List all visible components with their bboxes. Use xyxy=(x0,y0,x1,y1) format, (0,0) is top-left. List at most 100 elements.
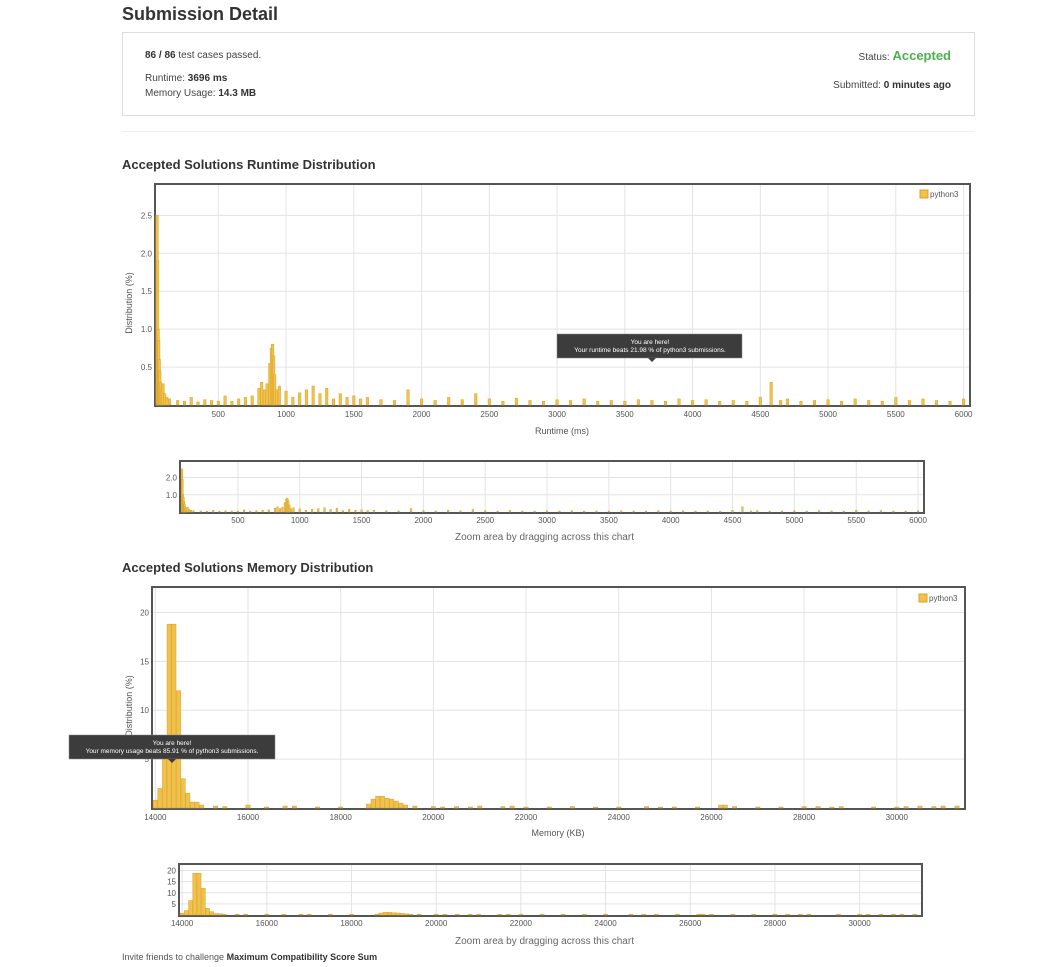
x-tick-label: 1000 xyxy=(277,410,295,419)
histogram-bar xyxy=(669,510,672,513)
legend-swatch-icon xyxy=(918,593,928,603)
memory-legend[interactable]: python3 xyxy=(918,593,958,603)
histogram-bar xyxy=(374,913,380,916)
histogram-bar xyxy=(962,398,966,406)
histogram-bar xyxy=(682,510,685,513)
x-tick-label: 26000 xyxy=(679,919,702,928)
histogram-bar xyxy=(375,796,381,809)
histogram-bar xyxy=(255,510,258,513)
histogram-bar xyxy=(778,806,784,809)
status-accepted-badge: Accepted xyxy=(892,48,951,63)
histogram-bar xyxy=(278,508,281,513)
memory-nav-x-axis: 14000 16000 18000 20000 22000 24000 26000 28000… xyxy=(171,919,871,928)
histogram-bar xyxy=(467,913,473,916)
histogram-bar xyxy=(892,510,895,513)
histogram-bar xyxy=(397,510,400,513)
histogram-bar xyxy=(595,510,598,513)
runtime-distribution-chart[interactable]: 500 1000 1500 2000 2500 3000 3500 4000 4500 5000 5… xyxy=(120,180,980,440)
memory-zoom-hint: Zoom area by dragging across this chart xyxy=(455,936,634,947)
histogram-bar xyxy=(192,510,195,513)
histogram-bar xyxy=(826,399,830,406)
histogram-bar xyxy=(182,400,186,406)
histogram-bar xyxy=(205,510,209,513)
histogram-bar xyxy=(785,398,789,406)
histogram-bar xyxy=(582,398,586,406)
histogram-bar xyxy=(650,400,654,406)
x-tick-label: 30000 xyxy=(848,919,871,928)
histogram-bar xyxy=(654,913,659,916)
runtime-zoom-navigator[interactable]: 500 1000 1500 2000 2500 3000 3500 4000 4500 5000 5… xyxy=(150,458,950,530)
histogram-bar xyxy=(755,806,761,809)
histogram-bar xyxy=(276,506,279,513)
memory-distribution-chart[interactable]: 14000 16000 18000 20000 22000 24000 26000 28000… xyxy=(120,583,980,845)
x-tick-label: 4500 xyxy=(724,516,742,525)
histogram-bar xyxy=(298,913,303,916)
x-tick-label: 20000 xyxy=(422,813,445,822)
histogram-bar xyxy=(750,510,753,513)
histogram-bar xyxy=(523,806,529,809)
histogram-bar xyxy=(675,913,680,916)
x-tick-label: 5000 xyxy=(785,516,803,525)
histogram-bar xyxy=(379,399,383,406)
histogram-bar xyxy=(931,806,937,809)
runtime-legend[interactable]: python3 xyxy=(919,189,959,199)
histogram-bar xyxy=(389,798,395,809)
histogram-bar xyxy=(793,510,796,513)
test-cases-line: 86 / 86 test cases passed. xyxy=(145,50,261,61)
y-tick-label: 20 xyxy=(167,867,176,876)
memory-legend-label: python3 xyxy=(929,594,958,603)
histogram-bar xyxy=(189,397,193,406)
histogram-bar xyxy=(880,400,884,406)
x-tick-label: 16000 xyxy=(256,919,279,928)
x-tick-label: 4000 xyxy=(684,410,702,419)
histogram-bar xyxy=(203,399,207,406)
y-tick-label: 15 xyxy=(140,657,149,666)
histogram-bar xyxy=(836,913,841,916)
histogram-bar xyxy=(317,508,320,513)
submitted-value: 0 minutes ago xyxy=(883,80,951,91)
histogram-bar xyxy=(352,395,356,406)
histogram-bar xyxy=(416,913,422,916)
histogram-bar xyxy=(447,397,451,406)
histogram-bar xyxy=(267,509,270,513)
histogram-bar xyxy=(878,913,884,916)
page-title: Submission Detail xyxy=(122,4,279,24)
histogram-bar xyxy=(891,913,896,916)
histogram-bar xyxy=(518,913,524,916)
status-label: Status: xyxy=(858,52,890,63)
histogram-bar xyxy=(412,805,418,809)
histogram-bar xyxy=(323,507,326,513)
memory-you-are-here-tooltip: You are here! Your memory usage beats 85… xyxy=(68,734,276,763)
histogram-bar xyxy=(345,397,349,406)
x-tick-label: 3000 xyxy=(548,410,566,419)
histogram-bar xyxy=(706,510,709,513)
histogram-bar xyxy=(641,913,646,916)
x-tick-label: 5500 xyxy=(887,410,905,419)
histogram-bar xyxy=(497,913,502,916)
x-tick-label: 3500 xyxy=(616,410,634,419)
histogram-bar xyxy=(741,506,744,513)
histogram-bar xyxy=(731,510,734,513)
x-tick-label: 2500 xyxy=(476,516,494,525)
y-tick-label: 5 xyxy=(145,755,150,764)
histogram-bar xyxy=(306,913,312,916)
x-tick-label: 5500 xyxy=(847,516,865,525)
histogram-bar xyxy=(273,507,277,513)
runtime-nav-gridlines xyxy=(181,462,923,512)
memory-nav-gridlines xyxy=(180,865,921,915)
histogram-bar xyxy=(691,400,695,406)
memory-gridlines xyxy=(153,588,964,808)
histogram-bar xyxy=(799,400,803,406)
runtime-x-axis: 500 1000 1500 2000 2500 3000 3500 4000 4500 5000 5… xyxy=(212,410,973,419)
histogram-bar xyxy=(853,398,857,406)
x-tick-label: 16000 xyxy=(237,813,260,822)
histogram-bar xyxy=(801,806,807,809)
histogram-bar xyxy=(857,913,862,916)
histogram-bar xyxy=(298,508,301,513)
histogram-bar xyxy=(855,510,858,513)
memory-nav-bars xyxy=(179,872,917,916)
memory-y-axis: 5 10 15 20 xyxy=(140,608,149,764)
footer-problem-link[interactable]: Maximum Compatibility Score Sum xyxy=(226,952,378,962)
memory-zoom-navigator[interactable]: 14000 16000 18000 20000 22000 24000 26000 28000… xyxy=(150,860,950,932)
histogram-bar xyxy=(745,400,749,406)
